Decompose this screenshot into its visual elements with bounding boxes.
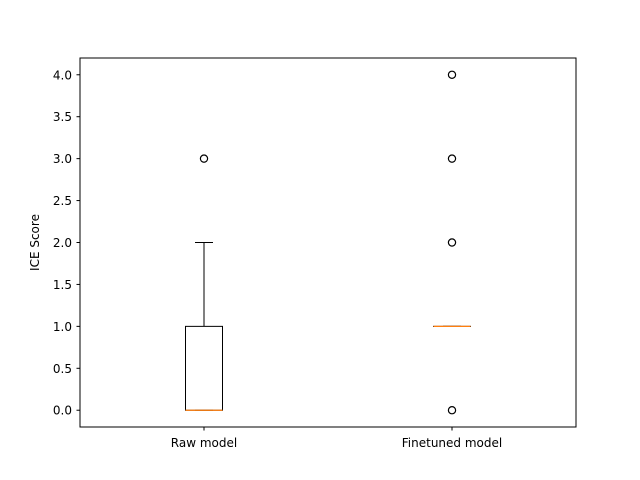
outlier-point [447, 70, 457, 79]
y-tick-label: 1.5 [53, 278, 72, 292]
outlier-point [447, 406, 457, 415]
y-tick-label: 3.5 [53, 110, 72, 124]
x-axis-ticks: Raw model Finetuned model [171, 427, 502, 450]
outlier-point [199, 154, 209, 163]
chart-marks [185, 70, 471, 415]
outlier-point [447, 238, 457, 247]
y-tick-label: 2.5 [53, 194, 72, 208]
x-tick-label: Raw model [171, 436, 237, 450]
y-tick-label: 1.0 [53, 320, 72, 334]
y-tick-label: 0.5 [53, 362, 72, 376]
y-tick-label: 0.0 [53, 404, 72, 418]
plot-frame [79, 57, 577, 428]
y-axis-label: ICE Score [28, 214, 42, 271]
outlier-point [447, 154, 457, 163]
box-group [185, 154, 223, 411]
y-tick-label: 4.0 [53, 68, 72, 82]
y-tick-label: 3.0 [53, 152, 72, 166]
box-group [433, 70, 471, 415]
x-tick-label: Finetuned model [402, 436, 502, 450]
y-tick-label: 2.0 [53, 236, 72, 250]
plot-background [80, 58, 576, 427]
y-axis-ticks: 0.0 0.5 1.0 1.5 2.0 2.5 3.0 3.5 4.0 [53, 68, 80, 418]
